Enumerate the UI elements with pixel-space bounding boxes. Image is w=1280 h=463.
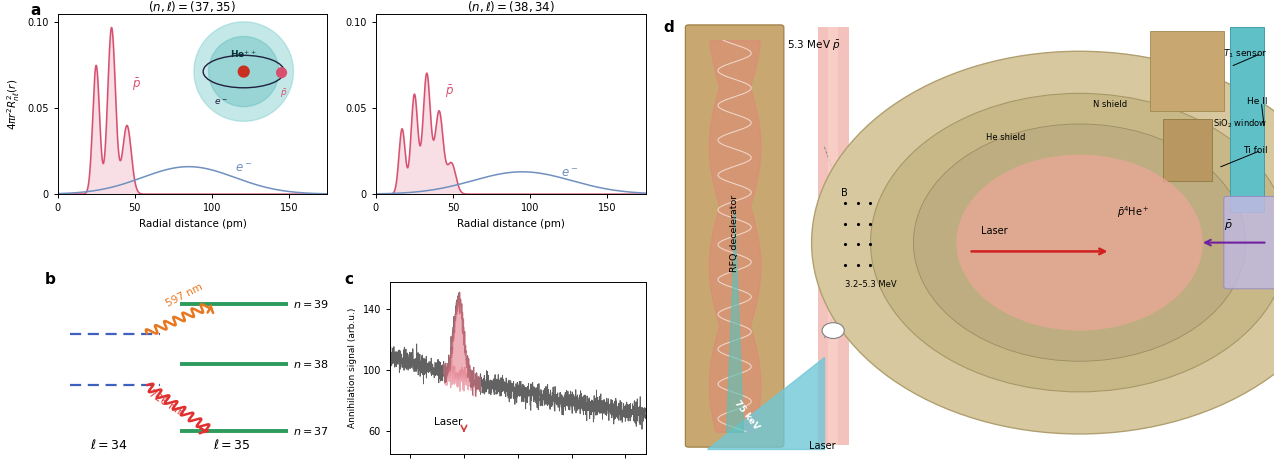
Text: Laser: Laser [980,226,1007,236]
FancyBboxPatch shape [828,27,838,445]
Circle shape [822,323,845,338]
Text: $\bar{p}$: $\bar{p}$ [1225,219,1233,233]
FancyBboxPatch shape [1151,31,1225,111]
Text: $\bar{p}$: $\bar{p}$ [445,83,454,100]
Text: b: b [45,272,56,287]
Text: N shield: N shield [1093,100,1128,109]
Text: d: d [664,20,675,36]
Title: $(n, \ell) = (38, 34)$: $(n, \ell) = (38, 34)$ [467,0,554,14]
Text: 75 keV: 75 keV [732,399,762,432]
Text: $\bar{p}^4$He$^+$: $\bar{p}^4$He$^+$ [1116,205,1149,220]
Text: 597 nm: 597 nm [164,282,205,309]
Text: He shield: He shield [986,133,1025,142]
Text: He II: He II [1247,97,1267,106]
FancyBboxPatch shape [658,14,1274,454]
Y-axis label: Annihilation signal (arb.u.): Annihilation signal (arb.u.) [348,308,357,428]
Polygon shape [707,357,824,449]
Text: 3.2–5.3 MeV: 3.2–5.3 MeV [846,280,897,288]
Circle shape [914,124,1245,361]
Text: $\ell = 35$: $\ell = 35$ [212,438,250,451]
Title: $(n, \ell) = (37, 35)$: $(n, \ell) = (37, 35)$ [148,0,237,14]
Text: B: B [841,188,847,199]
Circle shape [870,94,1280,392]
Text: RFQ decelerator: RFQ decelerator [730,195,739,272]
Circle shape [812,51,1280,434]
Circle shape [956,155,1203,331]
Text: $\bar{p}$: $\bar{p}$ [132,76,141,93]
Text: $e^-$: $e^-$ [561,167,579,180]
Text: $n = 39$: $n = 39$ [293,299,329,310]
Text: 5.3 MeV $\bar{p}$: 5.3 MeV $\bar{p}$ [787,39,841,53]
Text: Laser: Laser [434,417,462,427]
Text: a: a [31,3,41,18]
X-axis label: Radial distance (pm): Radial distance (pm) [138,219,246,229]
Text: Laser: Laser [809,441,835,451]
Text: $T_1$ sensor: $T_1$ sensor [1222,47,1267,60]
FancyBboxPatch shape [685,25,783,447]
FancyBboxPatch shape [1230,27,1265,212]
FancyBboxPatch shape [1224,196,1280,289]
Text: $n = 37$: $n = 37$ [293,425,329,438]
Y-axis label: $4\pi r^2 R^2_{n\ell}(r)$: $4\pi r^2 R^2_{n\ell}(r)$ [5,78,22,130]
FancyBboxPatch shape [818,27,849,445]
Text: c: c [344,272,353,287]
Text: $\ell = 34$: $\ell = 34$ [90,438,128,451]
Text: $n = 38$: $n = 38$ [293,358,329,370]
Text: SiO$_2$ window: SiO$_2$ window [1212,118,1267,130]
Text: $e^-$: $e^-$ [234,162,252,175]
Text: 726 nm: 726 nm [147,389,186,419]
X-axis label: Radial distance (pm): Radial distance (pm) [457,219,564,229]
FancyBboxPatch shape [1162,119,1212,181]
Text: Ti foil: Ti foil [1243,146,1267,155]
